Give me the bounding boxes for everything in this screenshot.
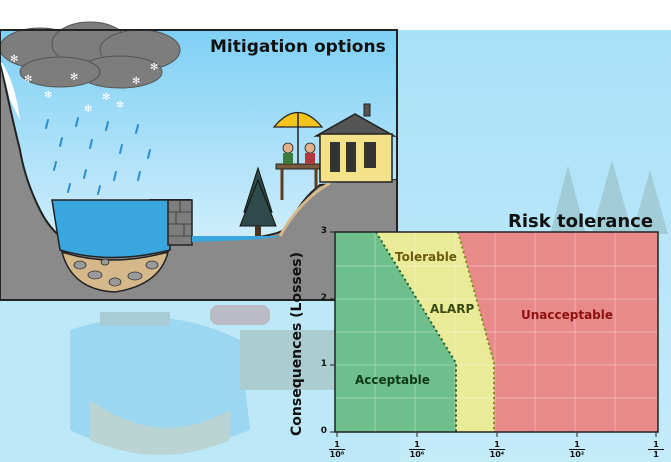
x-tick-numerator: 1 xyxy=(489,440,505,450)
x-tick-label: 1 10² xyxy=(564,440,590,459)
house xyxy=(313,103,397,183)
y-tick-label: 2 xyxy=(320,293,327,303)
mitigation-panel: ✻ ✻ ✻ ✻ ✻ ✻ ✻ ✻ ✻ xyxy=(0,21,398,301)
svg-text:✻: ✻ xyxy=(132,76,140,87)
svg-text:✻: ✻ xyxy=(24,74,32,85)
x-tick-denominator: 10⁸ xyxy=(329,450,345,459)
y-tick-label: 0 xyxy=(320,426,327,436)
svg-text:✻: ✻ xyxy=(150,62,158,73)
x-tick-denominator: 10⁶ xyxy=(409,450,425,459)
svg-text:✻: ✻ xyxy=(116,100,124,111)
y-axis-label: Consequences (Losses) xyxy=(289,252,305,436)
x-tick-denominator: 10⁴ xyxy=(489,450,505,459)
zone-label-unacceptable: Unacceptable xyxy=(521,308,614,322)
x-tick-label: 1 10⁶ xyxy=(404,440,430,459)
svg-text:✻: ✻ xyxy=(102,92,110,103)
x-tick-denominator: 10² xyxy=(569,450,585,459)
risk-tolerance-title: Risk tolerance xyxy=(508,211,654,232)
x-tick-numerator: 1 xyxy=(648,440,664,450)
x-tick-denominator: 1 xyxy=(653,450,659,459)
x-tick-label: 1 10⁸ xyxy=(324,440,350,459)
svg-text:✻: ✻ xyxy=(84,104,92,115)
y-tick-label: 3 xyxy=(320,226,327,236)
pine-tree xyxy=(239,166,277,236)
storm-cloud xyxy=(0,21,181,89)
svg-text:✻: ✻ xyxy=(44,90,52,101)
zone-label-tolerable: Tolerable xyxy=(395,250,457,264)
mitigation-title: Mitigation options xyxy=(210,37,386,57)
risk-chart xyxy=(330,231,659,437)
svg-text:✻: ✻ xyxy=(10,54,18,65)
x-tick-label: 1 1 xyxy=(643,440,669,459)
zone-label-acceptable: Acceptable xyxy=(355,373,430,387)
x-tick-label: 1 10⁴ xyxy=(484,440,510,459)
x-tick-numerator: 1 xyxy=(569,440,585,450)
svg-text:✻: ✻ xyxy=(70,72,78,83)
x-tick-numerator: 1 xyxy=(409,440,425,450)
zone-label-alarp: ALARP xyxy=(430,302,475,316)
y-tick-label: 1 xyxy=(320,359,327,369)
x-tick-numerator: 1 xyxy=(329,440,345,450)
